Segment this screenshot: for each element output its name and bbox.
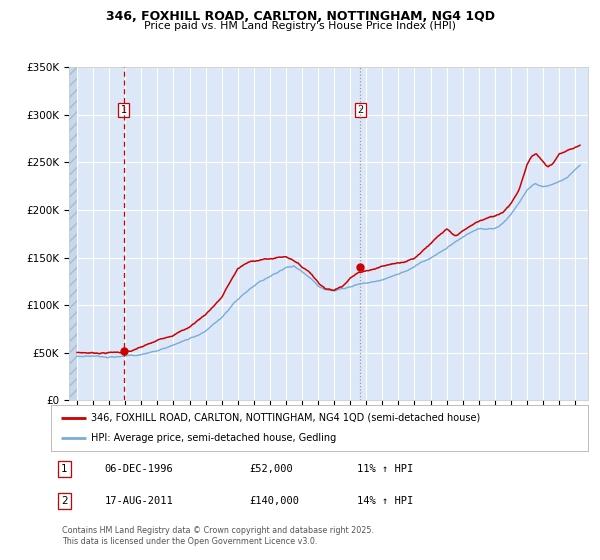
Text: 1: 1 [61,464,68,474]
Text: 06-DEC-1996: 06-DEC-1996 [105,464,173,474]
Text: 1: 1 [121,105,127,115]
Text: Contains HM Land Registry data © Crown copyright and database right 2025.
This d: Contains HM Land Registry data © Crown c… [62,526,374,546]
Text: 17-AUG-2011: 17-AUG-2011 [105,496,173,506]
Text: £140,000: £140,000 [250,496,299,506]
Text: 346, FOXHILL ROAD, CARLTON, NOTTINGHAM, NG4 1QD (semi-detached house): 346, FOXHILL ROAD, CARLTON, NOTTINGHAM, … [91,413,481,423]
Text: 346, FOXHILL ROAD, CARLTON, NOTTINGHAM, NG4 1QD: 346, FOXHILL ROAD, CARLTON, NOTTINGHAM, … [106,10,494,23]
Text: 14% ↑ HPI: 14% ↑ HPI [357,496,413,506]
Text: 11% ↑ HPI: 11% ↑ HPI [357,464,413,474]
Text: 2: 2 [61,496,68,506]
Text: 2: 2 [357,105,364,115]
Text: £52,000: £52,000 [250,464,293,474]
Text: HPI: Average price, semi-detached house, Gedling: HPI: Average price, semi-detached house,… [91,433,337,443]
Text: Price paid vs. HM Land Registry's House Price Index (HPI): Price paid vs. HM Land Registry's House … [144,21,456,31]
